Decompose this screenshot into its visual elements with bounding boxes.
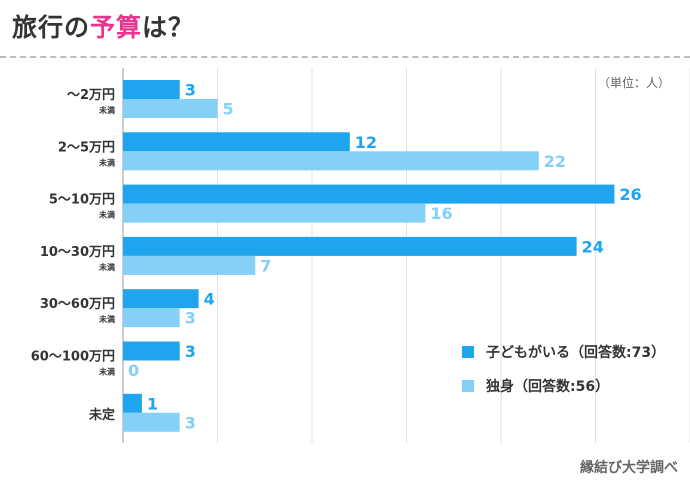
bar-series-1 [123, 132, 350, 152]
data-label-series-2: 16 [430, 204, 452, 223]
bar-series-1 [123, 393, 142, 413]
bar-series-1 [123, 236, 577, 256]
data-label-series-1: 4 [204, 290, 215, 309]
data-label-series-2: 5 [223, 100, 234, 119]
data-label-series-1: 1 [147, 394, 158, 413]
title-divider [0, 56, 690, 58]
source-credit: 縁結び大学調べ [580, 460, 678, 476]
data-label-series-2: 22 [544, 152, 566, 171]
data-label-series-1: 24 [582, 237, 604, 256]
category-sublabel: 未満 [98, 262, 115, 272]
bar-series-2 [123, 412, 180, 432]
unit-label: （単位：人） [597, 76, 670, 90]
category-sublabel: 未満 [98, 314, 115, 324]
category-label: 2〜5万円 [58, 140, 115, 155]
category-label: 60〜100万円 [31, 350, 115, 365]
bar-series-2 [123, 151, 539, 171]
data-label-series-1: 3 [185, 342, 196, 361]
data-label-series-2: 0 [128, 361, 139, 380]
legend-item-series-1: 子どもがいる（回答数:73） [462, 343, 665, 361]
page-title: 旅行の予算は？ [12, 8, 194, 44]
legend-swatch-series-2 [462, 380, 474, 392]
bar-series-1 [123, 341, 180, 361]
legend-label-series-2: 独身（回答数:56） [486, 379, 610, 395]
bar-series-2 [123, 99, 218, 118]
category-label: 30〜60万円 [40, 297, 115, 312]
data-label-series-2: 3 [185, 413, 196, 432]
bar-series-1 [123, 184, 615, 204]
data-label-series-2: 3 [185, 309, 196, 328]
category-sublabel: 未満 [98, 157, 115, 167]
category-label: 5〜10万円 [49, 193, 115, 208]
title-prefix: 旅行の [12, 13, 91, 42]
category-sublabel: 未満 [98, 210, 115, 220]
bar-series-1 [123, 80, 180, 99]
category-label: 〜2万円 [67, 88, 115, 103]
data-label-series-2: 7 [260, 256, 271, 275]
legend-swatch-series-1 [462, 346, 474, 358]
category-sublabel: 未満 [98, 367, 115, 377]
legend-label-series-1: 子どもがいる（回答数:73） [486, 345, 666, 361]
category-label: 10〜30万円 [40, 245, 115, 260]
data-label-series-1: 12 [355, 133, 377, 152]
category-label: 未定 [88, 407, 115, 423]
title-highlight: 予算 [90, 13, 143, 42]
bar-series-2 [123, 308, 180, 328]
category-sublabel: 未満 [98, 105, 115, 115]
bar-series-2 [123, 203, 426, 223]
title-suffix: は？ [142, 13, 195, 42]
chart-legend: 子どもがいる（回答数:73） 独身（回答数:56） [462, 343, 665, 411]
data-label-series-1: 3 [185, 81, 196, 100]
bar-series-2 [123, 255, 256, 275]
data-label-series-1: 26 [619, 185, 641, 204]
legend-item-series-2: 独身（回答数:56） [462, 377, 665, 395]
bar-series-1 [123, 289, 199, 309]
